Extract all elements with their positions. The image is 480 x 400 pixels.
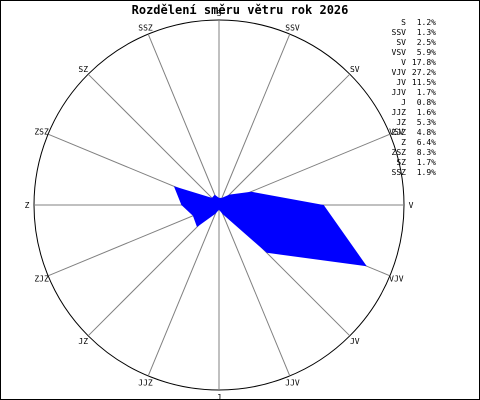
legend-direction: SSV [392, 28, 407, 37]
direction-label-v: V [409, 201, 414, 210]
wind-area [173, 186, 367, 267]
legend-value: 1.9% [417, 168, 436, 177]
legend-value: 1.7% [417, 158, 436, 167]
legend-direction: SSZ [392, 168, 407, 177]
direction-label-z: Z [25, 201, 30, 210]
direction-label-jz: JZ [78, 337, 88, 346]
legend-direction: JZ [396, 118, 406, 127]
legend-value: 1.7% [417, 88, 436, 97]
legend-value: 4.8% [417, 128, 436, 137]
direction-label-zjz: ZJZ [34, 275, 49, 284]
chart-title: Rozdělení směru větru rok 2026 [132, 3, 349, 17]
legend-value: 17.8% [412, 58, 436, 67]
legend-direction: SV [396, 38, 406, 47]
spoke-ssv [218, 33, 291, 206]
legend-value: 1.2% [417, 18, 436, 27]
direction-label-zsz: ZSZ [34, 128, 49, 137]
legend-value: 5.9% [417, 48, 436, 57]
legend-direction: S [401, 18, 406, 27]
legend-direction: JJV [392, 88, 407, 97]
legend-direction: ZSZ [392, 148, 407, 157]
legend-direction: J [401, 98, 406, 107]
legend-direction: VSV [392, 48, 407, 57]
legend: S 1.2% SSV 1.3% SV 2.5% VSV 5.9% V 17.8% VJV 27.2% J… [392, 18, 437, 177]
direction-label-j: J [217, 393, 222, 400]
direction-label-vsv: VSV [389, 128, 404, 137]
legend-value: 1.6% [417, 108, 436, 117]
legend-direction: JV [396, 78, 406, 87]
spoke-zjz [47, 204, 220, 277]
spoke-jjv [218, 204, 291, 377]
direction-label-s: S [217, 9, 222, 18]
direction-label-jjv: JJV [285, 378, 300, 387]
direction-label-sz: SZ [78, 65, 88, 74]
direction-label-jjz: JJZ [138, 378, 153, 387]
legend-direction: SZ [396, 158, 406, 167]
spoke-ssz [147, 33, 220, 206]
spoke-sv [218, 73, 351, 206]
legend-direction: Z [401, 138, 406, 147]
legend-direction: VJV [392, 68, 407, 77]
direction-label-ssz: SSZ [138, 24, 153, 33]
legend-value: 0.8% [417, 98, 436, 107]
spoke-jjz [147, 204, 220, 377]
direction-label-ssv: SSV [285, 24, 300, 33]
legend-direction: ZJZ [392, 128, 407, 137]
legend-value: 11.5% [412, 78, 436, 87]
legend-value: 2.5% [417, 38, 436, 47]
legend-value: 1.3% [417, 28, 436, 37]
legend-value: 27.2% [412, 68, 436, 77]
legend-value: 8.3% [417, 148, 436, 157]
legend-direction: V [401, 58, 406, 67]
legend-direction: JJZ [392, 108, 407, 117]
spoke-sz [87, 73, 220, 206]
direction-label-vjv: VJV [389, 275, 404, 284]
legend-value: 5.3% [417, 118, 436, 127]
direction-label-jv: JV [350, 337, 360, 346]
direction-label-sv: SV [350, 65, 360, 74]
legend-value: 6.4% [417, 138, 436, 147]
